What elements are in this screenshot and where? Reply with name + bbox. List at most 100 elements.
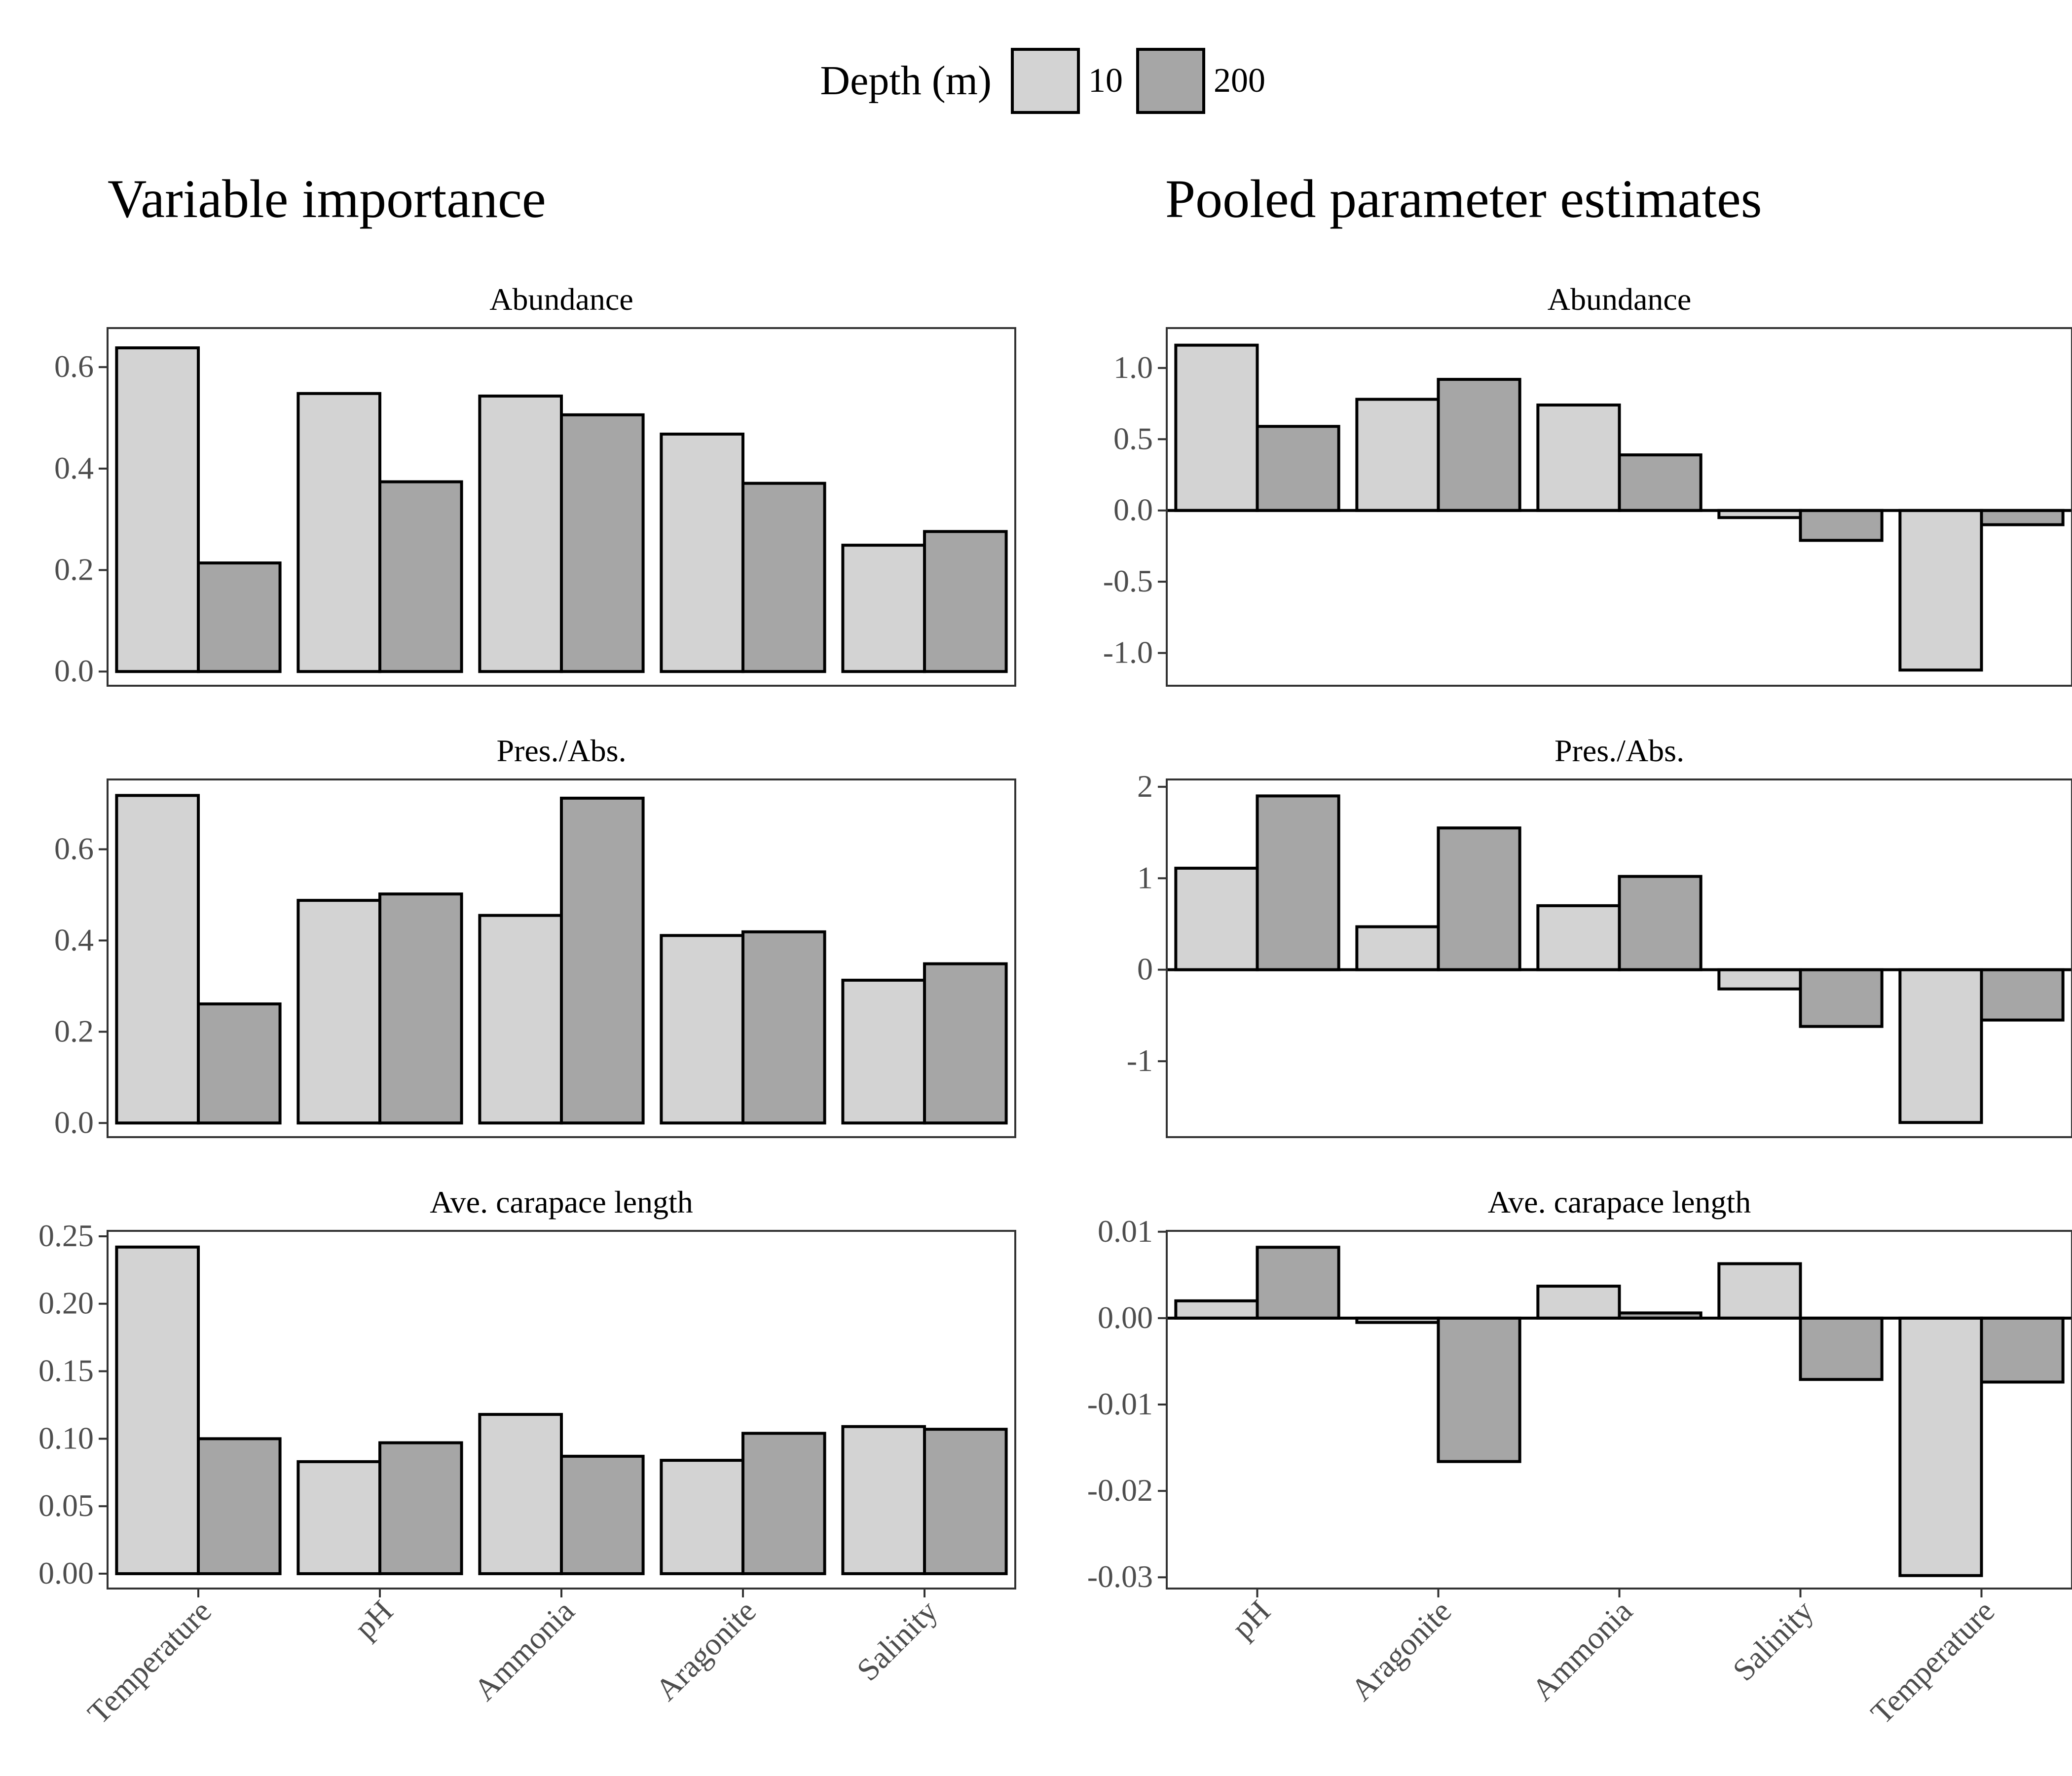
bar-temperature-200	[197, 1437, 282, 1575]
legend-key-200	[1136, 48, 1205, 114]
bar-temperature-200	[1980, 1316, 2065, 1384]
y-tick-label: 0.2	[54, 1013, 94, 1048]
bar-temperature-200	[1980, 509, 2065, 526]
y-tick-label: 2	[1137, 769, 1153, 804]
panel-title: Abundance	[489, 282, 633, 317]
bar-temperature-10	[1898, 1316, 1983, 1577]
x-tick-label-ammonia: Ammonia	[1525, 1593, 1639, 1707]
bar-ph-200	[1256, 794, 1340, 971]
y-tick-label: -0.02	[1087, 1473, 1153, 1508]
x-tick-label-ammonia: Ammonia	[467, 1593, 581, 1707]
panel-title: Ave. carapace length	[1488, 1184, 1751, 1220]
y-tick-label: 0.6	[54, 831, 94, 866]
legend-label-10: 10	[1088, 62, 1123, 100]
y-tick-label: -0.5	[1103, 563, 1153, 598]
x-tick-label-aragonite: Aragonite	[1344, 1593, 1458, 1707]
y-tick-label: 0.0	[1113, 492, 1153, 527]
bar-ph-200	[378, 892, 463, 1125]
bar-aragonite-10	[660, 934, 745, 1125]
bar-aragonite-200	[741, 481, 826, 673]
y-tick-label: 0.25	[38, 1218, 94, 1253]
bar-aragonite-10	[660, 432, 745, 673]
y-tick-label: 0.15	[38, 1353, 94, 1388]
bar-ph-10	[1174, 1299, 1259, 1320]
panel-title: Abundance	[1548, 282, 1691, 317]
bar-salinity-200	[923, 1428, 1008, 1575]
bar-temperature-10	[115, 346, 200, 673]
panel-border	[107, 327, 1016, 687]
y-tick-label: 0.05	[38, 1488, 94, 1523]
y-tick-label: -0.01	[1087, 1386, 1153, 1421]
bar-ammonia-200	[1618, 453, 1702, 512]
bar-ph-10	[1174, 343, 1259, 512]
bar-salinity-200	[923, 962, 1008, 1125]
x-tick-label-aragonite: Aragonite	[649, 1593, 763, 1707]
bar-aragonite-200	[741, 1432, 826, 1575]
bar-aragonite-10	[1355, 925, 1440, 971]
bar-ph-10	[1174, 866, 1259, 971]
y-tick-label: 0	[1137, 952, 1153, 987]
y-tick-label: 0.00	[1098, 1300, 1153, 1335]
chart-panels: Abundance 0.0 0.2 0.4 0.6 Pres./Abs. 0.0 0.2 0.4…	[38, 282, 2072, 1731]
abundance-panel-estimates: Abundance -1.0 -0.5 0.0 0.5 1.0	[1103, 282, 2072, 687]
bar-ammonia-200	[560, 796, 645, 1125]
bar-ammonia-200	[560, 1454, 645, 1575]
panel-border	[1166, 327, 2072, 687]
bar-ph-10	[296, 899, 382, 1125]
column-title-variable-importance: Variable importance	[108, 169, 546, 229]
panel-title: Ave. carapace length	[430, 1184, 693, 1220]
bar-ammonia-10	[478, 914, 563, 1125]
bar-ammonia-10	[478, 394, 563, 673]
bar-temperature-10	[115, 794, 200, 1125]
y-tick-label: 0.0	[54, 1105, 94, 1140]
panel-title: Pres./Abs.	[496, 733, 626, 768]
bar-ammonia-10	[1536, 1285, 1621, 1320]
y-tick-label: 0.0	[54, 653, 94, 688]
bar-aragonite-10	[660, 1459, 745, 1575]
ave-carapace-length-panel-importance: Ave. carapace length 0.00 0.05 0.10 0.15 0.20…	[38, 1184, 1016, 1731]
bar-ammonia-10	[1536, 904, 1621, 971]
panel-title: Pres./Abs.	[1554, 733, 1684, 768]
y-tick-label: 1.0	[1113, 350, 1153, 385]
x-tick-label-temperature: Temperature	[81, 1593, 218, 1731]
bar-aragonite-200	[1437, 1316, 1521, 1463]
bar-aragonite-200	[741, 930, 826, 1125]
bar-salinity-10	[841, 1425, 926, 1575]
y-tick-label: 0.4	[54, 450, 94, 485]
x-tick-label-ph: pH	[1225, 1593, 1277, 1646]
bar-temperature-10	[1898, 968, 1983, 1124]
y-tick-label: -0.03	[1087, 1559, 1153, 1594]
bar-salinity-200	[1799, 1316, 1884, 1381]
bar-temperature-200	[197, 561, 282, 673]
bar-aragonite-200	[1437, 377, 1521, 512]
y-tick-label: 1	[1137, 860, 1153, 895]
bar-aragonite-200	[1437, 826, 1521, 971]
y-tick-label: 0.20	[38, 1286, 94, 1321]
pres-abs-panel-estimates: Pres./Abs. -1 0 1 2	[1127, 733, 2072, 1138]
bar-aragonite-10	[1355, 398, 1440, 512]
bar-temperature-200	[1980, 968, 2065, 1022]
bar-ph-10	[296, 392, 382, 673]
bar-salinity-200	[1799, 968, 1884, 1028]
y-tick-label: -1	[1127, 1043, 1153, 1078]
y-tick-label: -1.0	[1103, 635, 1153, 670]
bar-salinity-10	[841, 544, 926, 673]
x-tick-label-salinity: Salinity	[850, 1593, 944, 1688]
bar-ammonia-200	[1618, 875, 1702, 971]
bar-ammonia-10	[1536, 403, 1621, 512]
bar-ammonia-200	[560, 413, 645, 673]
legend-title: Depth (m)	[820, 58, 992, 104]
y-tick-label: 0.6	[54, 349, 94, 384]
bar-temperature-200	[197, 1002, 282, 1125]
bar-salinity-200	[923, 530, 1008, 673]
bar-temperature-10	[115, 1245, 200, 1575]
legend-key-10	[1011, 48, 1080, 114]
bar-salinity-10	[1717, 1262, 1802, 1320]
bar-ammonia-10	[478, 1413, 563, 1575]
ave-carapace-length-panel-estimates: Ave. carapace length -0.03 -0.02 -0.01 0.00 0…	[1087, 1184, 2072, 1731]
legend-label-200: 200	[1214, 62, 1265, 100]
panel-border	[107, 778, 1016, 1138]
x-tick-label-ph: pH	[347, 1593, 400, 1646]
abundance-panel-importance: Abundance 0.0 0.2 0.4 0.6	[54, 282, 1016, 688]
